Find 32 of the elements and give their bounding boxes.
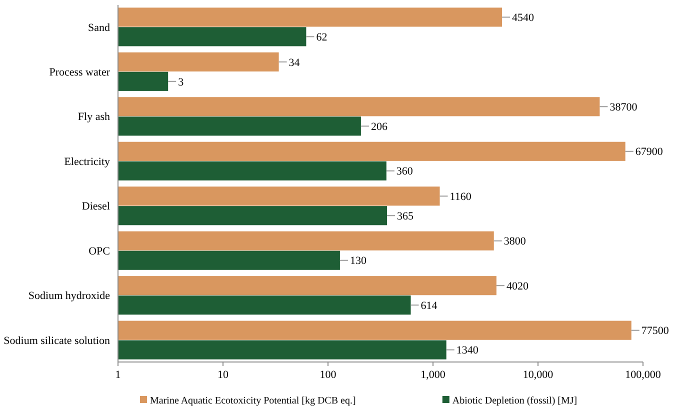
data-label: 206 — [370, 120, 388, 133]
data-label: 1340 — [456, 344, 479, 357]
data-label: 34 — [288, 56, 300, 69]
legend-label: Marine Aquatic Ecotoxicity Potential [kg DCB eq.] — [150, 396, 356, 406]
data-label: 38700 — [610, 102, 638, 114]
data-label: 62 — [316, 32, 328, 44]
data-label: 3800 — [504, 236, 526, 248]
x-tick-label: 100,000 — [625, 369, 662, 381]
x-tick-label: 10,000 — [522, 369, 554, 381]
data-label: 77500 — [641, 325, 670, 338]
y-tick-label: Sodium hydroxide — [28, 290, 110, 302]
y-tick-label: Sand — [88, 22, 110, 34]
y-tick-label: Diesel — [82, 200, 110, 213]
data-label: 365 — [397, 210, 414, 222]
data-label: 1160 — [450, 190, 472, 203]
data-label: 614 — [420, 300, 438, 312]
x-tick-label: 10 — [218, 369, 229, 381]
y-tick-label: Process water — [49, 66, 110, 79]
data-label: 360 — [396, 166, 414, 178]
y-tick-label: Sodium silicate solution — [4, 334, 110, 347]
x-tick-label: 1,000 — [420, 369, 446, 381]
x-tick-label: 1 — [115, 369, 121, 381]
data-label: 130 — [350, 255, 367, 268]
y-tick-label: Fly ash — [78, 111, 110, 124]
data-label: 3 — [178, 76, 184, 88]
legend-label: Abiotic Depletion (fossil) [MJ] — [452, 396, 578, 406]
y-tick-label: OPC — [88, 245, 110, 258]
data-label: 4540 — [512, 12, 534, 24]
data-label: 4020 — [506, 280, 529, 292]
y-tick-label: Electricity — [64, 156, 110, 168]
x-tick-label: 100 — [320, 369, 337, 381]
data-label: 67900 — [635, 146, 664, 158]
